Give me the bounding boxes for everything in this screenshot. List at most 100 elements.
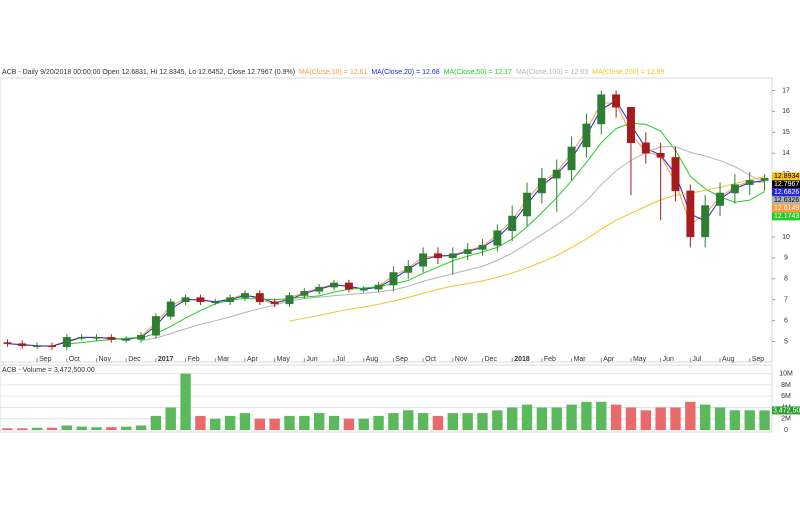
candle-body bbox=[523, 192, 531, 217]
candle-body bbox=[627, 106, 635, 144]
x-tick-label: Jun bbox=[663, 356, 674, 363]
x-tick-label: Mar bbox=[574, 356, 587, 363]
volume-bar bbox=[91, 427, 102, 430]
volume-bar bbox=[76, 426, 87, 430]
volume-bar bbox=[210, 418, 221, 430]
x-tick-label: Sep bbox=[752, 356, 765, 363]
volume-bar bbox=[328, 415, 340, 430]
candle-body bbox=[181, 297, 190, 303]
y-tick-label: 9 bbox=[784, 255, 788, 262]
candle-body bbox=[760, 178, 769, 181]
volume-title: ACB - Volume = 3,472,500.00 bbox=[2, 367, 95, 374]
y-tick-label: 5 bbox=[784, 338, 788, 345]
volume-bar bbox=[744, 410, 755, 430]
price-frame bbox=[0, 77, 773, 363]
y-tick-label: 7 bbox=[784, 297, 788, 304]
y-tick-label: 6M bbox=[781, 393, 791, 400]
candle-body bbox=[270, 301, 279, 305]
x-tick-label: Nov bbox=[455, 356, 468, 363]
volume-bar bbox=[477, 413, 488, 430]
x-tick-label: 2017 bbox=[158, 356, 174, 363]
x-tick-label: Feb bbox=[188, 356, 200, 363]
last-value-label: 12.8934 bbox=[774, 173, 799, 180]
last-value-box bbox=[772, 180, 800, 189]
volume-bar bbox=[462, 413, 473, 430]
legend-entry: MA(Close,10) = 12.61 bbox=[299, 69, 367, 76]
volume-bar bbox=[759, 410, 770, 430]
last-value-box bbox=[772, 196, 800, 205]
last-value-label: 12.6149 bbox=[774, 205, 799, 212]
candle-body bbox=[404, 265, 413, 273]
candle-body bbox=[255, 293, 264, 303]
candle-body bbox=[137, 335, 145, 340]
volume-bar bbox=[685, 401, 696, 430]
x-tick-label: Aug bbox=[366, 356, 379, 363]
volume-bar bbox=[492, 410, 503, 430]
candle-body bbox=[241, 293, 249, 298]
candle-body bbox=[730, 184, 739, 194]
volume-bar bbox=[551, 407, 562, 430]
volume-bar bbox=[655, 407, 666, 430]
candle-body bbox=[493, 230, 502, 246]
volume-bar bbox=[447, 413, 459, 430]
candle-body bbox=[463, 249, 472, 254]
volume-bar bbox=[388, 413, 399, 430]
candle-body bbox=[478, 245, 487, 250]
ma-line bbox=[7, 100, 765, 347]
legend-title: ACB - Daily 9/20/2018 00:00:00 Open 12.6… bbox=[2, 69, 295, 76]
candle-body bbox=[671, 157, 680, 192]
ma-line bbox=[7, 102, 765, 347]
volume-bar bbox=[106, 427, 117, 430]
volume-bar bbox=[224, 415, 236, 430]
volume-bar bbox=[254, 418, 266, 430]
candle-body bbox=[582, 123, 591, 148]
candle-body bbox=[641, 142, 650, 154]
last-value-box bbox=[772, 212, 800, 221]
candle-body bbox=[92, 337, 101, 339]
candle-body bbox=[359, 288, 368, 291]
volume-bar bbox=[269, 418, 280, 430]
candle-body bbox=[18, 343, 27, 346]
legend-entry: MA(Close,50) = 12.17 bbox=[444, 69, 512, 76]
volume-bar bbox=[729, 410, 741, 430]
volume-bar bbox=[195, 415, 206, 430]
candle-body bbox=[166, 301, 175, 317]
candle-body bbox=[419, 253, 428, 267]
candle-body bbox=[315, 286, 324, 292]
volume-bar bbox=[299, 415, 310, 430]
y-tick-label: 8 bbox=[784, 276, 788, 283]
candle-body bbox=[107, 337, 116, 340]
ma-line bbox=[66, 122, 765, 345]
candle-body bbox=[151, 316, 160, 336]
x-tick-label: May bbox=[277, 356, 291, 363]
volume-bar bbox=[17, 428, 28, 430]
volume-bar bbox=[135, 425, 147, 430]
volume-bar bbox=[581, 401, 592, 430]
volume-bar bbox=[31, 427, 43, 430]
y-tick-label: 10M bbox=[779, 370, 793, 377]
volume-bar bbox=[699, 404, 711, 430]
y-tick-label: 8M bbox=[781, 382, 791, 389]
last-value-box bbox=[772, 172, 800, 181]
candle-body bbox=[686, 190, 695, 238]
candle-body bbox=[122, 339, 131, 341]
candle-body bbox=[701, 205, 710, 238]
candle-body bbox=[537, 178, 546, 194]
x-tick-label: Dec bbox=[485, 356, 498, 363]
volume-bar bbox=[2, 428, 13, 430]
candle-body bbox=[448, 253, 457, 259]
y-tick-label: 16 bbox=[782, 108, 790, 115]
y-tick-label: 2M bbox=[781, 416, 791, 423]
y-tick-label: 6 bbox=[784, 317, 788, 324]
x-tick-label: Jul bbox=[336, 356, 345, 363]
volume-frame bbox=[0, 364, 773, 433]
volume-bar bbox=[403, 410, 414, 430]
candle-body bbox=[62, 337, 71, 348]
candle-body bbox=[552, 169, 561, 179]
legend-entry: MA(Close,20) = 12.68 bbox=[371, 69, 439, 76]
x-tick-label: Jul bbox=[692, 356, 701, 363]
volume-bar bbox=[61, 425, 73, 430]
candle-body bbox=[33, 345, 42, 347]
